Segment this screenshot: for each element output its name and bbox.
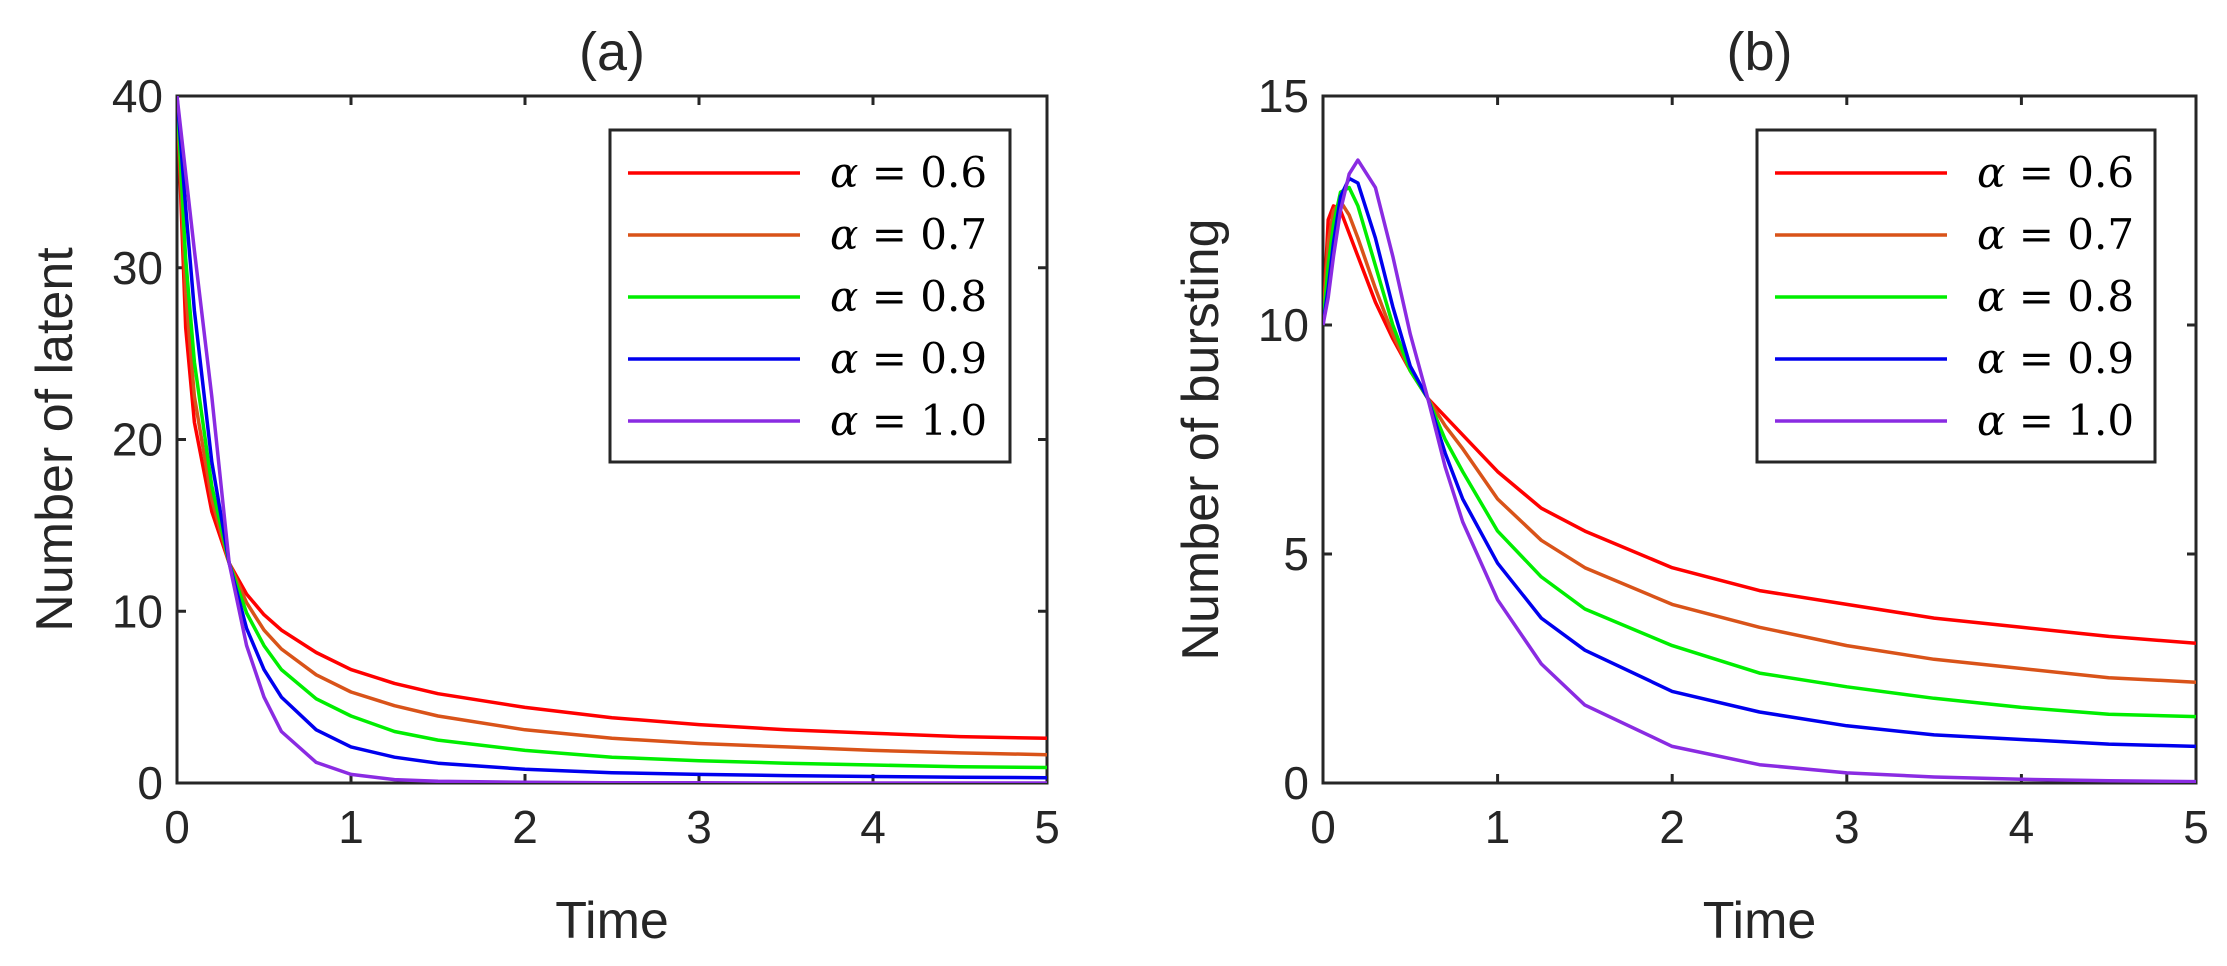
y-tick-label: 5 [1283,528,1309,580]
x-axis-label: Time [555,892,669,950]
chart-title: (b) [1727,22,1793,82]
y-tick-label: 0 [1283,757,1309,809]
series-line-alpha-0.7 [177,96,1047,757]
series-line-alpha-0.6 [177,96,1047,741]
y-tick-label: 30 [112,242,163,294]
chart-panel-0: 0 1 2 3 4 5 0 10 20 30 40 Time Number of latent (a) α … [26,22,1060,950]
series-line-alpha-1.0 [1323,158,2196,783]
legend-entry: α = 0.9 [830,334,987,383]
legend-entry: α = 0.6 [830,148,987,197]
x-tick-label: 5 [1034,801,1060,853]
x-tick-label: 1 [338,801,364,853]
legend-entry: α = 1.0 [1977,396,2134,445]
x-tick-label: 5 [2183,801,2209,853]
series-line-alpha-0.9 [177,96,1047,780]
y-axis-label: Number of bursting [1172,218,1230,660]
x-tick-label: 1 [1485,801,1511,853]
x-tick-label: 4 [2009,801,2035,853]
x-tick-label: 3 [1834,801,1860,853]
x-tick-label: 2 [512,801,538,853]
x-axis-label: Time [1703,892,1817,950]
x-tick-label: 0 [1310,801,1336,853]
x-tick-label: 2 [1659,801,1685,853]
axes-box [1321,94,2198,785]
y-tick-label: 15 [1258,70,1309,122]
series-line-alpha-1.0 [177,96,1047,783]
legend-entry: α = 0.9 [1977,334,2134,383]
series-line-alpha-0.8 [177,96,1047,770]
series-line-alpha-0.7 [1323,199,2196,684]
chart-title: (a) [579,22,645,82]
x-tick-label: 0 [164,801,190,853]
y-tick-label: 40 [112,70,163,122]
y-tick-label: 10 [112,585,163,637]
legend-entry: α = 0.7 [830,210,987,259]
y-axis-label: Number of latent [26,247,84,632]
y-tick-label: 0 [137,757,163,809]
y-tick-label: 10 [1258,299,1309,351]
x-tick-label: 3 [686,801,712,853]
y-tick-label: 20 [112,414,163,466]
legend-entry: α = 0.7 [1977,210,2134,259]
x-tick-label: 4 [860,801,886,853]
legend-entry: α = 0.6 [1977,148,2134,197]
chart-panel-1: 0 1 2 3 4 5 0 5 10 15 Time Number of bursting (b) α =… [1172,22,2209,950]
legend-entry: α = 0.8 [830,272,987,321]
series-line-alpha-0.6 [1323,204,2196,646]
legend-entry: α = 0.8 [1977,272,2134,321]
legend-entry: α = 1.0 [830,396,987,445]
